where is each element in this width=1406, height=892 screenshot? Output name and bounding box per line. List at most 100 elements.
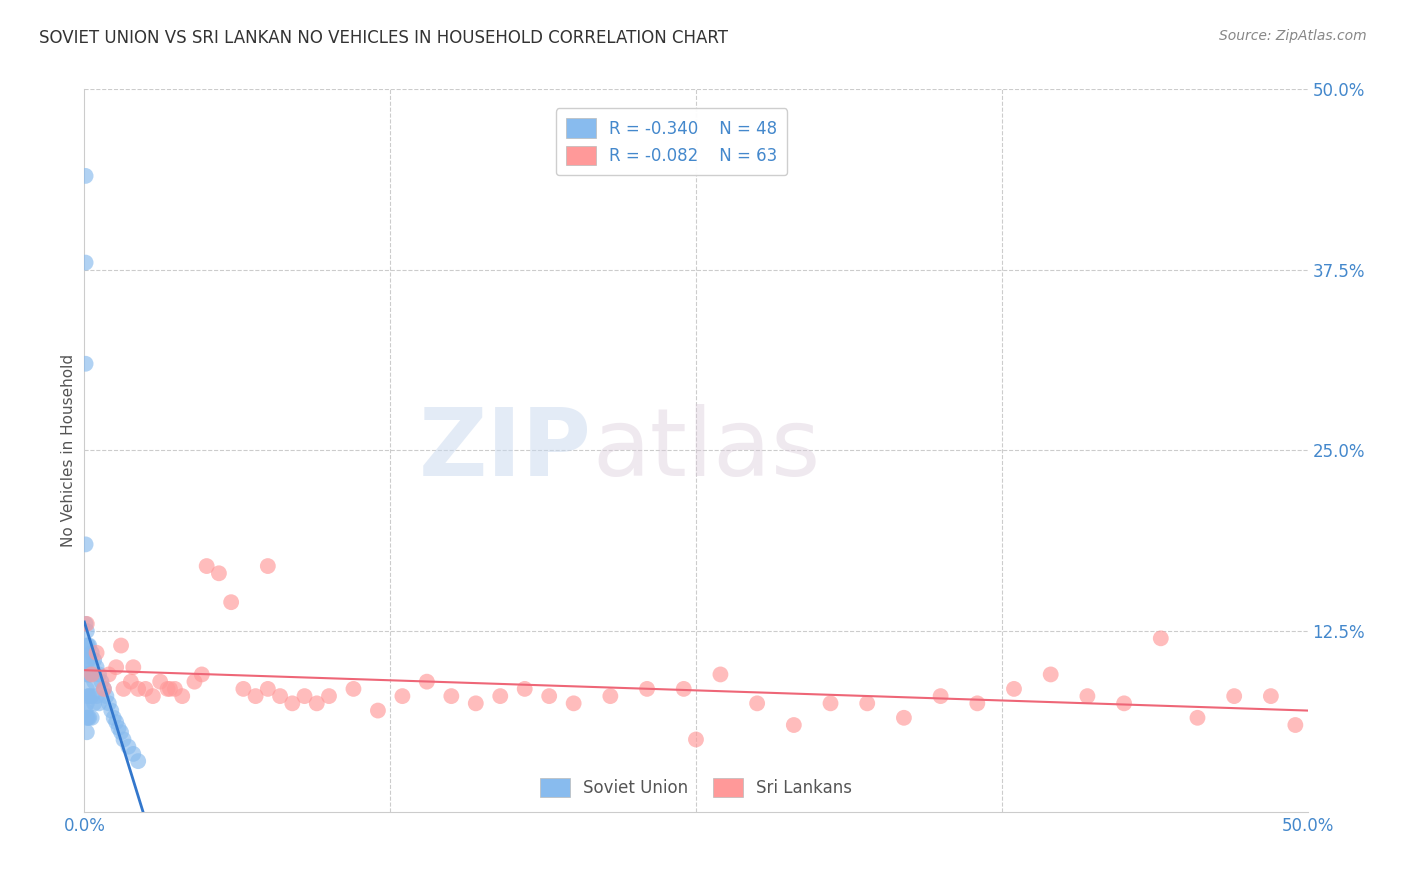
Point xyxy=(269,689,291,703)
Point xyxy=(77,653,100,667)
Point xyxy=(117,739,139,754)
Point xyxy=(318,689,340,703)
Point xyxy=(142,689,165,703)
Point xyxy=(80,667,103,681)
Point xyxy=(1076,689,1098,703)
Point xyxy=(77,711,100,725)
Point xyxy=(562,696,585,710)
Point xyxy=(77,639,100,653)
Point xyxy=(183,674,205,689)
Point xyxy=(156,681,179,696)
Point xyxy=(163,681,186,696)
Point xyxy=(929,689,952,703)
Point xyxy=(159,681,181,696)
Point xyxy=(1284,718,1306,732)
Point xyxy=(1114,696,1136,710)
Point xyxy=(783,718,806,732)
Point xyxy=(127,754,149,768)
Point xyxy=(76,616,98,631)
Point xyxy=(709,667,731,681)
Point xyxy=(1150,632,1173,646)
Point xyxy=(83,696,105,710)
Point xyxy=(820,696,842,710)
Point xyxy=(191,667,214,681)
Point xyxy=(893,711,915,725)
Point xyxy=(83,674,105,689)
Point xyxy=(110,725,132,739)
Point xyxy=(305,696,328,710)
Point xyxy=(105,660,128,674)
Point xyxy=(122,660,145,674)
Point xyxy=(110,639,132,653)
Point xyxy=(672,681,695,696)
Point xyxy=(245,689,267,703)
Point xyxy=(77,653,100,667)
Point xyxy=(97,696,120,710)
Point xyxy=(75,704,97,718)
Text: atlas: atlas xyxy=(592,404,820,497)
Point xyxy=(75,537,97,551)
Point xyxy=(76,681,98,696)
Point xyxy=(1260,689,1282,703)
Point xyxy=(856,696,879,710)
Point xyxy=(257,559,280,574)
Point xyxy=(86,660,108,674)
Point xyxy=(76,624,98,639)
Point xyxy=(219,595,242,609)
Legend: Soviet Union, Sri Lankans: Soviet Union, Sri Lankans xyxy=(533,772,859,804)
Point xyxy=(77,639,100,653)
Point xyxy=(112,732,135,747)
Point xyxy=(281,696,304,710)
Point xyxy=(440,689,463,703)
Point xyxy=(75,357,97,371)
Point xyxy=(135,681,157,696)
Point xyxy=(127,681,149,696)
Point xyxy=(367,704,389,718)
Point xyxy=(149,674,172,689)
Point xyxy=(86,646,108,660)
Point xyxy=(122,747,145,761)
Point xyxy=(208,566,231,581)
Text: Source: ZipAtlas.com: Source: ZipAtlas.com xyxy=(1219,29,1367,43)
Point xyxy=(103,711,125,725)
Point xyxy=(513,681,536,696)
Point xyxy=(257,681,280,696)
Point xyxy=(489,689,512,703)
Point xyxy=(76,696,98,710)
Point xyxy=(80,667,103,681)
Point xyxy=(294,689,316,703)
Text: SOVIET UNION VS SRI LANKAN NO VEHICLES IN HOUSEHOLD CORRELATION CHART: SOVIET UNION VS SRI LANKAN NO VEHICLES I… xyxy=(39,29,728,46)
Point xyxy=(1039,667,1062,681)
Point xyxy=(75,169,97,183)
Point xyxy=(87,696,110,710)
Point xyxy=(87,667,110,681)
Point xyxy=(112,681,135,696)
Point xyxy=(80,646,103,660)
Point xyxy=(80,689,103,703)
Point xyxy=(93,681,115,696)
Point xyxy=(685,732,707,747)
Point xyxy=(599,689,621,703)
Point xyxy=(83,653,105,667)
Point xyxy=(391,689,413,703)
Point xyxy=(195,559,218,574)
Point xyxy=(232,681,254,696)
Point xyxy=(342,681,364,696)
Point xyxy=(86,689,108,703)
Point xyxy=(1002,681,1025,696)
Point xyxy=(76,639,98,653)
Point xyxy=(1223,689,1246,703)
Point xyxy=(80,711,103,725)
Point xyxy=(76,711,98,725)
Point xyxy=(77,667,100,681)
Point xyxy=(107,721,129,735)
Point xyxy=(77,689,100,703)
Point xyxy=(105,715,128,730)
Point xyxy=(120,674,142,689)
Point xyxy=(416,674,439,689)
Point xyxy=(90,674,112,689)
Point xyxy=(636,681,658,696)
Point xyxy=(93,681,115,696)
Point xyxy=(77,711,100,725)
Y-axis label: No Vehicles in Household: No Vehicles in Household xyxy=(60,354,76,547)
